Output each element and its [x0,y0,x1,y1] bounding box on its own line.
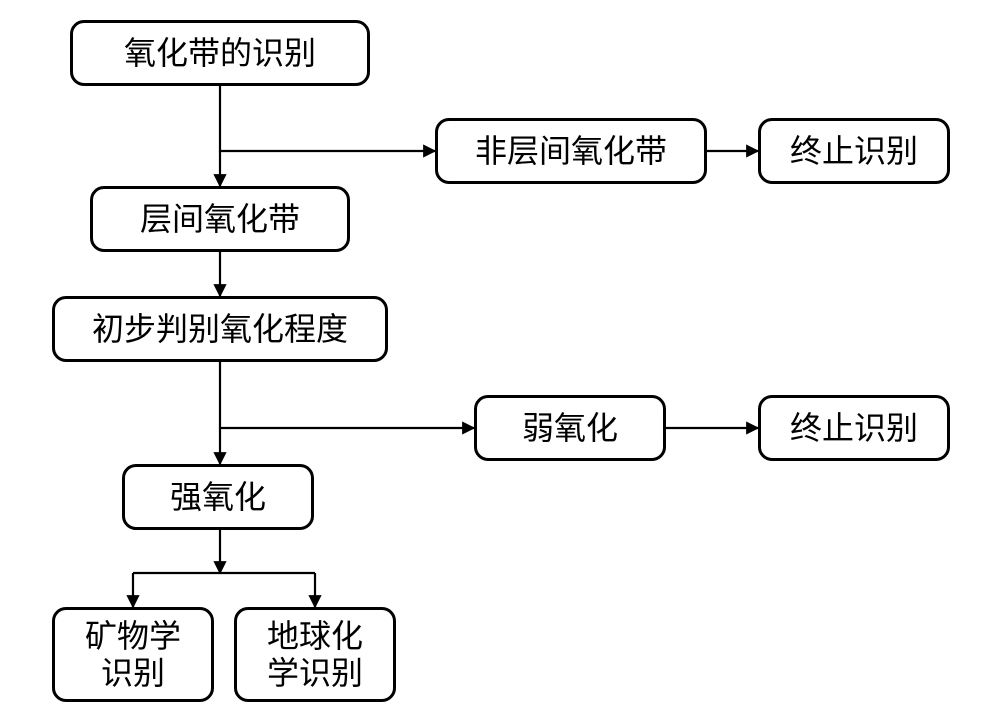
flow-node-n5: 初步判别氧化程度 [52,296,388,362]
flow-node-n3: 终止识别 [758,118,950,184]
flow-node-n2: 非层间氧化带 [435,118,707,184]
flow-node-n6: 弱氧化 [474,395,666,461]
flowchart-canvas: 氧化带的识别非层间氧化带终止识别层间氧化带初步判别氧化程度弱氧化终止识别强氧化矿… [0,0,1000,719]
flow-node-n10: 地球化 学识别 [234,607,396,702]
flow-node-n9: 矿物学 识别 [52,607,214,702]
flow-node-n4: 层间氧化带 [90,186,350,252]
flow-node-n1: 氧化带的识别 [70,20,370,86]
flow-edge [220,86,435,151]
flow-node-n7: 终止识别 [758,395,950,461]
flow-edge [220,362,474,428]
flow-node-n8: 强氧化 [122,464,314,530]
